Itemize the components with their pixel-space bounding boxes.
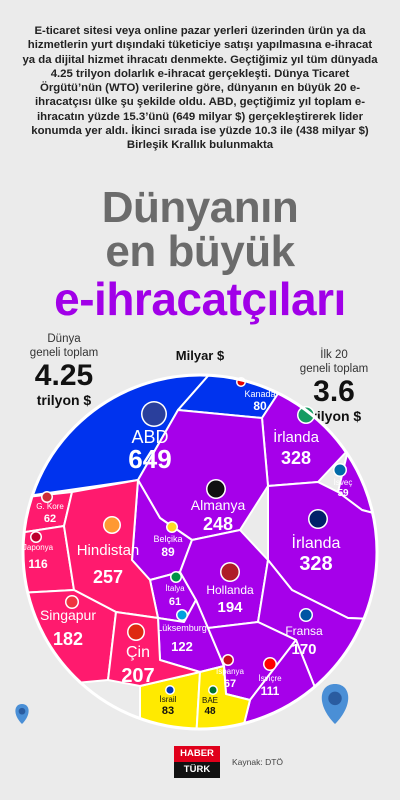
label-value-0: 649	[128, 444, 171, 474]
top20-total-value: 3.6	[313, 375, 355, 408]
label-value-13: 83	[162, 705, 174, 717]
label-value-4: 248	[203, 514, 233, 534]
world-total-stat: Dünya geneli toplam 4.25 trilyon $	[12, 332, 116, 408]
label-name-16: Japonya	[23, 543, 54, 552]
label-value-11: 67	[224, 678, 236, 690]
label-name-7: Hollanda	[206, 583, 254, 597]
label-value-15: 62	[44, 513, 56, 525]
top20-total-label-2: geneli toplam	[299, 363, 369, 375]
flag-6	[170, 571, 182, 583]
flag-14	[208, 685, 218, 695]
label-value-9: 170	[291, 641, 316, 658]
label-name-17: Hindistan	[77, 542, 140, 559]
flag-10	[176, 609, 188, 621]
label-value-12: 111	[261, 684, 280, 698]
label-value-6: 61	[169, 596, 181, 608]
haberturk-logo: HABER TÜRK	[174, 746, 220, 778]
cell-14	[195, 665, 251, 729]
decorations	[15, 373, 379, 731]
flag-9	[299, 608, 313, 622]
flag-19	[127, 623, 145, 641]
world-total-value: 4.25	[34, 359, 94, 392]
chart-unit-label: Milyar $	[175, 348, 225, 363]
flag-8	[308, 509, 328, 529]
label-name-3: İsveç	[334, 478, 353, 487]
label-name-15: G. Kore	[36, 502, 64, 511]
source-note: Kaynak: DTÖ	[232, 757, 284, 767]
top20-total-stat: İlk 20 geneli toplam 3.6 trilyon $	[282, 348, 386, 424]
label-value-5: 89	[161, 545, 175, 559]
label-value-8: 328	[299, 553, 332, 575]
intro-paragraph: E-ticaret sitesi veya online pazar yerle…	[22, 25, 378, 152]
label-name-14: BAE	[202, 696, 218, 705]
title-line-1: Dünyanın	[101, 183, 299, 232]
label-value-10: 122	[171, 639, 193, 654]
flag-5	[166, 521, 178, 533]
flag-15	[41, 491, 53, 503]
label-name-4: Almanya	[191, 497, 246, 513]
map-pin-small-icon	[15, 704, 29, 724]
label-name-1: Kanada	[244, 389, 275, 399]
top20-total-unit: trilyon $	[306, 408, 362, 424]
world-total-label-1: Dünya	[47, 333, 81, 345]
label-value-18: 182	[53, 629, 83, 649]
label-name-18: Singapur	[40, 607, 96, 623]
flag-7	[220, 562, 240, 582]
label-value-7: 194	[217, 599, 243, 616]
label-name-19: Çin	[126, 644, 150, 661]
label-name-13: İsrail	[160, 695, 177, 704]
flag-11	[222, 654, 234, 666]
flag-16	[30, 531, 42, 543]
label-name-12: İsviçre	[258, 674, 282, 683]
label-value-2: 328	[281, 448, 311, 468]
logo-top-text: HABER	[174, 746, 220, 762]
map-pin-icon	[321, 684, 349, 724]
label-value-19: 207	[121, 665, 154, 687]
label-name-5: Belçika	[153, 534, 182, 544]
flag-3	[333, 463, 347, 477]
chart-flags	[30, 377, 347, 695]
flag-13	[165, 685, 175, 695]
flag-12	[263, 657, 277, 671]
label-name-0: ABD	[131, 427, 168, 447]
label-name-2: İrlanda	[273, 428, 320, 446]
label-name-8: İrlanda	[292, 533, 341, 552]
label-value-14: 48	[204, 706, 216, 717]
label-name-11: İspanya	[216, 667, 245, 676]
chart-labels: ABD649Kanada80İrlanda328İsveç59Almanya24…	[23, 389, 352, 717]
flag-4	[206, 479, 226, 499]
label-value-1: 80	[253, 399, 267, 413]
flag-18	[65, 595, 79, 609]
label-name-10: Lüksemburg	[157, 623, 207, 633]
label-name-6: İtalya	[165, 584, 185, 593]
label-value-17: 257	[93, 567, 123, 587]
logo-bottom-text: TÜRK	[183, 764, 211, 775]
label-value-16: 116	[28, 557, 48, 571]
top20-total-label-1: İlk 20	[320, 349, 348, 361]
title-line-2: en büyük	[105, 227, 295, 276]
world-total-label-2: geneli toplam	[29, 347, 99, 359]
flag-0	[141, 401, 167, 427]
world-total-unit: trilyon $	[36, 392, 92, 408]
title-line-3: e-ihracatçıları	[54, 273, 346, 325]
chart-outline	[21, 373, 379, 731]
flag-17	[103, 516, 121, 534]
label-value-3: 59	[337, 488, 349, 499]
label-name-9: Fransa	[285, 624, 323, 638]
